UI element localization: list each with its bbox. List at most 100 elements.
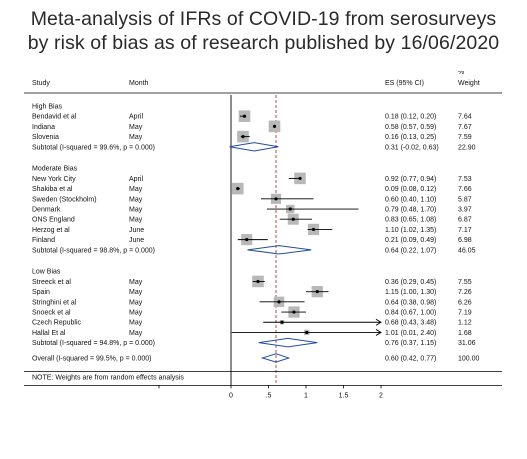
study-1-2-point — [274, 197, 278, 201]
study-1-4-point — [291, 217, 295, 221]
study-2-1-point — [315, 290, 319, 294]
study-2-0-point — [256, 279, 260, 284]
study-1-0-month: April — [129, 176, 143, 183]
x-tick-label-2: 1 — [304, 392, 308, 399]
overall-es-ci: 0.60 (0.42, 0.77) — [385, 355, 436, 362]
overall-label: Overall (I-squared = 99.5%, p = 0.000) — [32, 355, 151, 362]
study-0-2-name: Slovenia — [32, 134, 59, 141]
subtotal-2-label: Subtotal (I-squared = 94.8%, p = 0.000) — [32, 340, 155, 347]
study-2-3-month: May — [129, 310, 143, 317]
study-2-4-ci-arrow — [375, 318, 382, 326]
group-label-1: Moderate Bias — [32, 166, 78, 173]
study-1-4-weight: 6.87 — [458, 217, 472, 224]
study-2-1-month: May — [129, 289, 143, 296]
study-1-1-name: Shakiba et al — [32, 186, 73, 193]
subtotal-1-weight: 46.05 — [458, 247, 476, 254]
study-1-0-weight: 7.53 — [458, 176, 472, 183]
study-1-0-point — [298, 176, 302, 181]
subtotal-1-label: Subtotal (I-squared = 98.8%, p = 0.000) — [32, 247, 155, 254]
x-tick-label-1: .5 — [266, 392, 272, 399]
subtotal-2-diamond — [258, 337, 318, 348]
x-tick-label-4: 2 — [379, 392, 383, 399]
chart-title-line-1: Meta-analysis of IFRs of COVID-19 from s… — [30, 8, 497, 30]
study-0-1-point — [272, 124, 277, 128]
study-1-3-month: May — [129, 207, 143, 214]
forest-plot-panel: Study Month ES (95% CI)% Weight High Bias Ben… — [24, 69, 502, 443]
study-2-3-weight: 7.19 — [458, 310, 472, 317]
study-1-1-es-ci: 0.09 (0.08, 0.12) — [385, 186, 436, 193]
study-1-5-weight: 7.17 — [458, 227, 472, 234]
study-1-3-es-ci: 0.79 (0.48, 1.70) — [385, 207, 436, 214]
study-1-1-point — [236, 187, 240, 191]
overall-weight: 100.00 — [458, 355, 480, 362]
study-2-5-point — [305, 330, 309, 335]
study-2-4-name: Czech Republic — [32, 320, 82, 327]
study-2-4-es-ci: 0.68 (0.43, 3.48) — [385, 320, 436, 327]
study-0-2-es-ci: 0.16 (0.13, 0.25) — [385, 134, 436, 141]
subtotal-0-diamond — [229, 142, 279, 152]
study-0-1-month: May — [129, 124, 143, 131]
study-1-1-month: May — [129, 186, 143, 193]
study-2-2-weight: 6.26 — [458, 299, 472, 306]
study-2-5-es-ci: 1.01 (0.01, 2.40) — [385, 330, 436, 337]
study-2-1-weight: 7.26 — [458, 289, 472, 296]
study-0-0-month: April — [129, 114, 143, 121]
group-label-2: Low Bias — [32, 269, 61, 276]
study-1-4-name: ONS England — [32, 217, 75, 224]
study-2-4-weight: 1.12 — [458, 320, 472, 327]
study-2-4-month: May — [129, 320, 143, 327]
subtotal-1-diamond — [247, 245, 312, 255]
study-2-5-weight: 1.68 — [458, 330, 472, 337]
weights-note: NOTE: Weights are from random effects an… — [32, 374, 184, 381]
study-0-0-name: Bendavid et al — [32, 114, 77, 121]
study-2-2-month: May — [129, 299, 143, 306]
study-2-5-month: May — [129, 330, 143, 337]
study-1-6-name: Finland — [32, 237, 55, 244]
study-2-3-es-ci: 0.84 (0.67, 1.00) — [385, 310, 436, 317]
study-2-2-es-ci: 0.64 (0.38, 0.98) — [385, 299, 436, 306]
study-0-1-name: Indiana — [32, 124, 55, 131]
study-1-4-es-ci: 0.83 (0.65, 1.08) — [385, 217, 436, 224]
study-2-1-es-ci: 1.15 (1.00, 1.30) — [385, 289, 436, 296]
study-2-2-name: Stringhini et al — [32, 299, 77, 306]
study-1-3-name: Denmark — [32, 207, 61, 214]
study-2-3-name: Snoeck et al — [32, 310, 71, 317]
study-1-2-es-ci: 0.60 (0.40, 1.10) — [385, 196, 436, 203]
study-1-6-month: June — [129, 237, 144, 244]
study-1-5-month: June — [129, 227, 144, 234]
x-tick-label-0: 0 — [229, 392, 233, 399]
subtotal-1-es-ci: 0.64 (0.22, 1.07) — [385, 247, 436, 254]
study-1-0-name: New York City — [32, 176, 76, 183]
study-2-0-name: Streeck et al — [32, 279, 71, 286]
subtotal-2-weight: 31.06 — [458, 340, 476, 347]
study-2-0-weight: 7.55 — [458, 279, 472, 286]
study-0-0-es-ci: 0.18 (0.12, 0.20) — [385, 114, 436, 121]
subtotal-0-weight: 22.90 — [458, 144, 476, 151]
study-1-2-month: May — [129, 196, 143, 203]
study-1-5-point — [311, 227, 316, 232]
overall-diamond — [260, 353, 291, 363]
study-2-0-es-ci: 0.36 (0.29, 0.45) — [385, 279, 436, 286]
study-1-6-point — [245, 238, 249, 242]
study-1-1-weight: 7.66 — [458, 186, 472, 193]
study-1-4-month: May — [129, 217, 143, 224]
study-1-0-es-ci: 0.92 (0.77, 0.94) — [385, 176, 436, 183]
header-weight: Weight — [458, 80, 480, 87]
subtotal-0-es-ci: 0.31 (-0.02, 0.63) — [385, 144, 439, 151]
study-1-6-weight: 6.98 — [458, 237, 472, 244]
header-month: Month — [129, 80, 149, 87]
forest-plot: Study Month ES (95% CI)% Weight High Bias Ben… — [24, 69, 502, 399]
study-1-5-name: Herzog et al — [32, 227, 70, 234]
subtotal-0-label: Subtotal (I-squared = 99.6%, p = 0.000) — [32, 144, 155, 151]
header-es: ES (95% CI) — [385, 80, 424, 87]
study-0-0-point — [242, 114, 247, 118]
study-2-0-month: May — [129, 279, 143, 286]
x-tick-label-3: 1.5 — [339, 392, 349, 399]
study-2-3-point — [292, 310, 296, 314]
study-0-0-weight: 7.64 — [458, 114, 472, 121]
header-weight-pct: % — [458, 71, 464, 76]
study-2-4-point — [280, 320, 284, 324]
study-1-5-es-ci: 1.10 (1.02, 1.35) — [385, 227, 436, 234]
study-2-1-name: Spain — [32, 289, 50, 296]
